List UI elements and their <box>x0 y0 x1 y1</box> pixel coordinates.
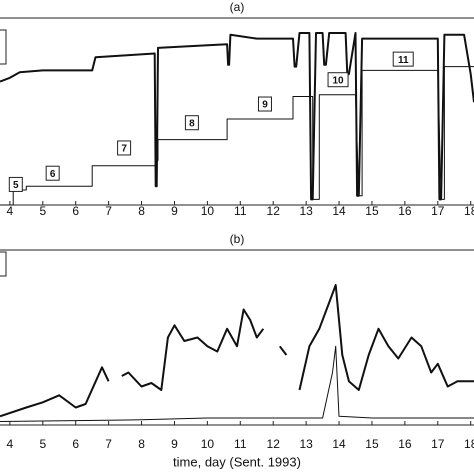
annotation-box <box>392 51 414 67</box>
annotation-label: 7 <box>121 144 127 155</box>
x-tick-label: 17 <box>431 437 445 451</box>
x-tick-label: 16 <box>398 204 412 218</box>
series-line <box>0 32 474 201</box>
annotation-label: 11 <box>398 55 409 66</box>
x-tick-label: 17 <box>431 204 445 218</box>
annotation-box <box>45 165 60 181</box>
series-line <box>0 284 474 418</box>
x-tick-label: 18 <box>464 437 474 451</box>
x-tick-label: 10 <box>201 437 215 451</box>
series-line <box>0 66 474 206</box>
annotation-label: 10 <box>332 75 344 86</box>
annotation-box <box>8 176 23 192</box>
annotation-label: 6 <box>50 169 56 180</box>
x-tick-label: 7 <box>105 204 112 218</box>
annotation-box <box>257 96 272 112</box>
x-tick-label: 14 <box>332 437 346 451</box>
annotation-box <box>117 140 132 156</box>
plot-frame <box>0 249 474 426</box>
annotation-label: 9 <box>262 100 268 111</box>
x-tick-label: 15 <box>365 437 379 451</box>
x-tick-label: 11 <box>234 437 247 451</box>
x-tick-label: 5 <box>39 204 46 218</box>
legend-box <box>0 29 7 65</box>
x-tick-label: 4 <box>7 204 14 218</box>
x-tick-label: 13 <box>299 437 313 451</box>
x-tick-label: 4 <box>7 437 14 451</box>
x-tick-label: 6 <box>72 204 79 218</box>
x-tick-label: 6 <box>72 437 79 451</box>
annotation-box <box>184 115 199 131</box>
x-tick-label: 10 <box>201 204 215 218</box>
x-tick-label: 7 <box>105 437 112 451</box>
annotation-label: 8 <box>189 118 195 129</box>
x-tick-label: 9 <box>171 437 178 451</box>
x-tick-label: 18 <box>464 204 474 218</box>
x-tick-label: 16 <box>398 437 412 451</box>
x-tick-label: 8 <box>138 204 145 218</box>
annotation-label: 5 <box>13 180 19 191</box>
x-tick-label: 12 <box>267 204 281 218</box>
x-tick-label: 5 <box>39 437 46 451</box>
panel-title: (b) <box>230 232 245 246</box>
panel-title: (a) <box>230 0 245 14</box>
legend-box <box>0 251 7 277</box>
x-tick-label: 14 <box>332 204 346 218</box>
x-tick-label: 15 <box>365 204 379 218</box>
annotation-box <box>327 72 349 88</box>
x-tick-label: 9 <box>171 204 178 218</box>
series-line <box>0 345 474 422</box>
x-tick-label: 8 <box>138 437 145 451</box>
x-axis-label: time, day (Sent. 1993) <box>173 454 301 469</box>
x-tick-label: 11 <box>234 204 247 218</box>
x-tick-label: 12 <box>267 437 281 451</box>
x-tick-label: 13 <box>299 204 313 218</box>
plot-frame <box>0 17 474 206</box>
